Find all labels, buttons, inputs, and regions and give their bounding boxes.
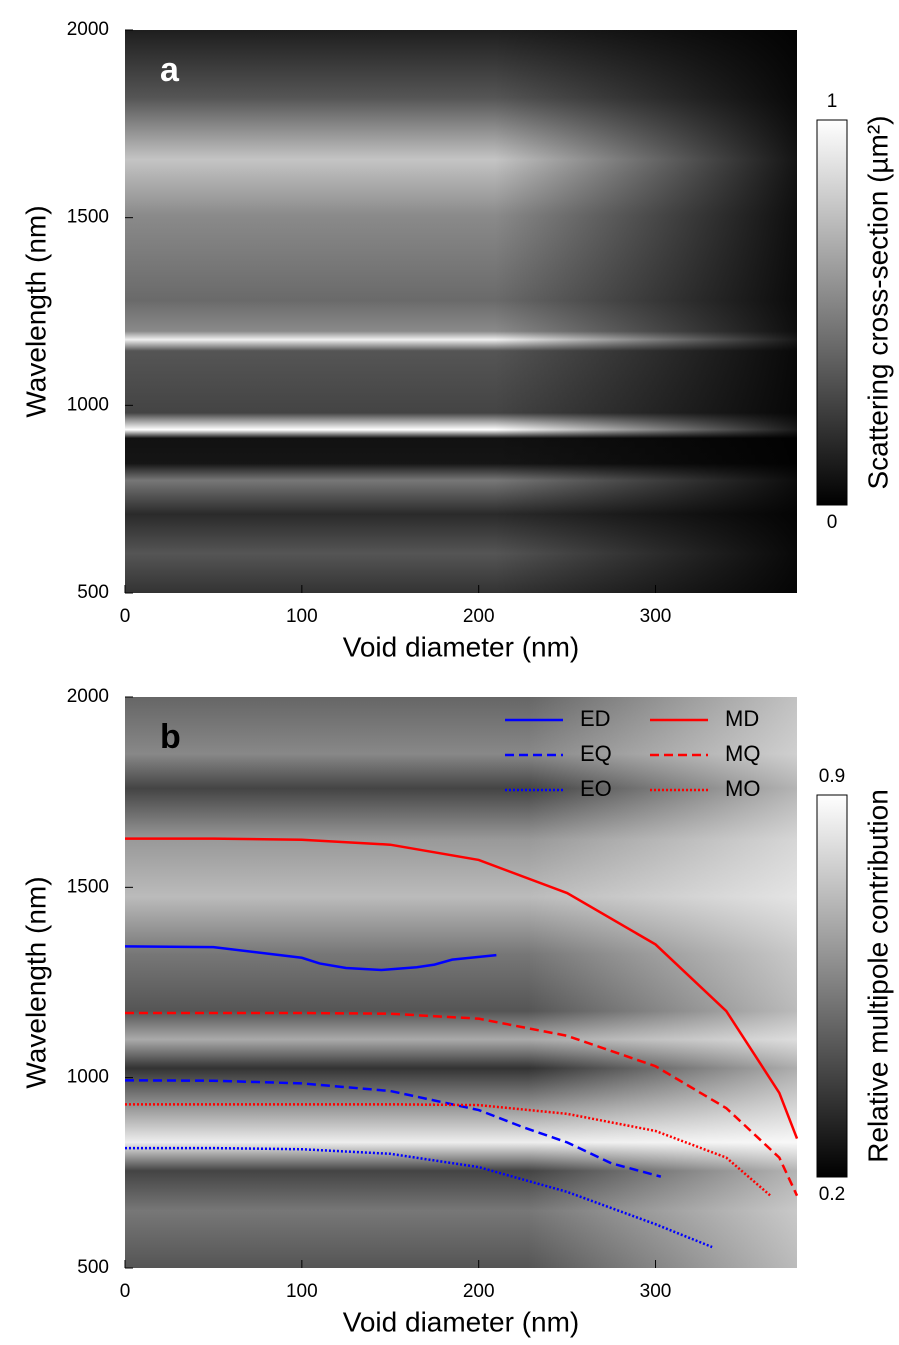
y-tick-label: 1500 <box>67 876 109 897</box>
colorbar-tick-label: 0 <box>827 512 838 533</box>
x-tick-label: 300 <box>640 606 672 627</box>
colorbar-tick-label: 1 <box>827 91 838 112</box>
colorbar <box>816 794 848 1178</box>
series-line <box>124 1079 662 1178</box>
x-tick-label: 200 <box>463 1281 495 1302</box>
x-axis-label: Void diameter (nm) <box>343 631 580 662</box>
legend-label: EQ <box>580 741 612 766</box>
legend-label: MO <box>725 776 760 801</box>
y-axis-label: Wavelength (nm) <box>20 876 51 1088</box>
colorbar-tick-label: 0.2 <box>819 1184 845 1205</box>
y-tick-label: 500 <box>77 1257 109 1278</box>
y-tick-label: 2000 <box>67 686 109 707</box>
legend-label: MD <box>725 706 759 731</box>
panel-label: a <box>160 51 180 89</box>
series-line <box>125 1146 713 1249</box>
heatmap-shade <box>125 30 797 593</box>
legend-label: ED <box>580 706 611 731</box>
y-tick-label: 1000 <box>67 1067 109 1088</box>
heatmap-shade <box>125 697 797 1268</box>
y-tick-label: 500 <box>77 582 109 603</box>
y-tick-label: 1500 <box>67 207 109 228</box>
x-axis-label: Void diameter (nm) <box>343 1306 580 1337</box>
colorbar-label: Relative multipole contribution <box>862 789 893 1163</box>
x-tick-label: 100 <box>286 1281 318 1302</box>
x-tick-label: 200 <box>463 606 495 627</box>
x-tick-label: 100 <box>286 606 318 627</box>
y-tick-label: 2000 <box>67 19 109 40</box>
y-tick-label: 1000 <box>67 394 109 415</box>
legend-label: EO <box>580 776 612 801</box>
colorbar-tick-label: 0.9 <box>819 766 845 787</box>
y-axis-label: Wavelength (nm) <box>20 205 51 417</box>
series-line <box>125 837 799 1140</box>
x-tick-label: 0 <box>120 606 131 627</box>
legend-label: MQ <box>725 741 760 766</box>
panel-label: b <box>160 718 181 756</box>
colorbar-label: Scattering cross-section (µm²) <box>862 116 893 490</box>
x-tick-label: 0 <box>120 1281 131 1302</box>
series-line <box>124 945 497 972</box>
colorbar <box>816 119 848 506</box>
x-tick-label: 300 <box>640 1281 672 1302</box>
